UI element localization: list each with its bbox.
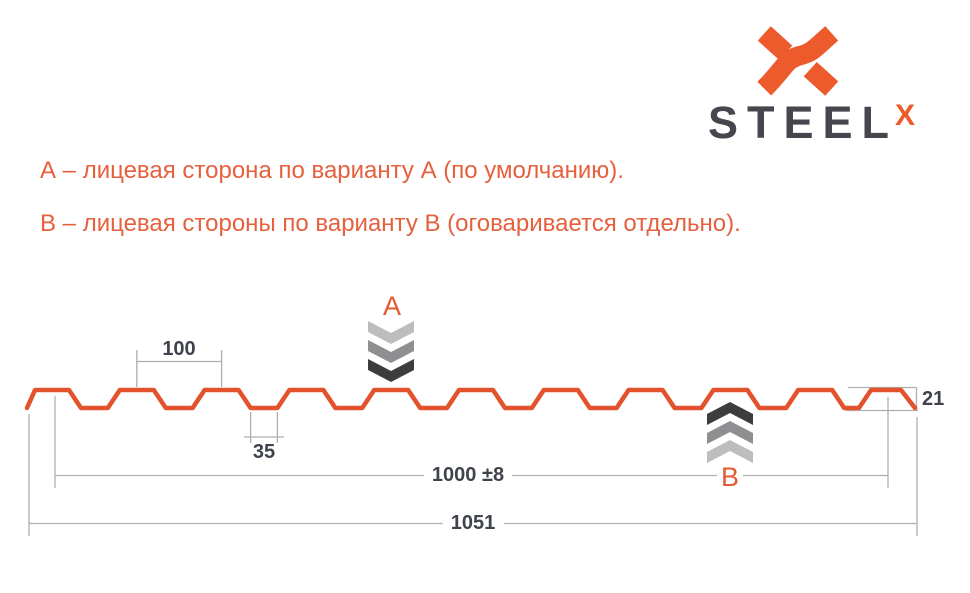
chevron-up-icon [707,421,753,444]
marker-a-arrow [368,321,414,382]
logo-arm-top-left [757,26,793,61]
logo-arm-bottom-right [803,61,839,96]
chevron-up-icon [707,440,753,463]
brand-sup-x: X [895,99,916,132]
brand-text: STEEL [708,97,899,148]
chevron-down-icon [368,359,414,382]
dim-valley-lines [244,412,284,443]
marker-b-label: В [716,462,744,492]
dim-working-width-label: 1000 ±8 [423,464,513,486]
dim-pitch-label: 100 [162,338,196,360]
note-variant-a: А – лицевая сторона по варианту А (по ум… [40,157,624,184]
chevron-down-icon [368,340,414,363]
dim-pitch-lines [136,350,223,387]
chevron-up-icon [707,402,753,425]
chevron-down-icon [368,321,414,344]
logo-ribbon [757,26,839,96]
dim-height-label: 21 [922,388,945,410]
dim-overall-width-label: 1051 [442,512,504,534]
note-variant-b: В – лицевая стороны по варианту В (огова… [40,210,741,237]
profile-path [24,387,918,411]
marker-b-arrow [707,402,753,463]
marker-a-label: А [382,291,402,321]
steelx-logo-mark-icon [757,26,839,96]
dim-valley-label: 35 [252,441,276,463]
